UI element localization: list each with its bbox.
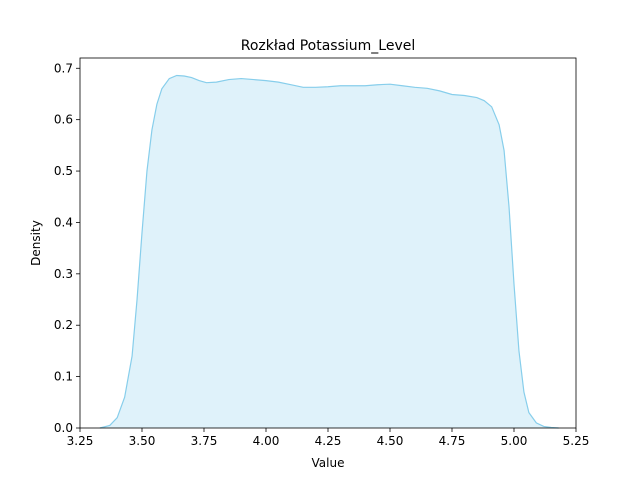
x-tick-label: 3.75 [191,434,218,448]
y-tick-label: 0.0 [54,421,73,435]
x-tick-label: 4.25 [315,434,342,448]
density-line [99,74,559,429]
x-axis-label: Value [312,456,345,470]
y-tick-label: 0.6 [54,113,73,127]
x-tick-label: 5.25 [563,434,590,448]
density-fill [99,75,559,428]
x-tick-label: 4.00 [253,434,280,448]
y-tick-label: 0.1 [54,370,73,384]
x-tick-label: 4.50 [377,434,404,448]
x-tick-label: 3.50 [129,434,156,448]
y-tick-label: 0.5 [54,164,73,178]
y-axis: 0.0 0.1 0.2 0.3 0.4 0.5 0.6 0.7 [54,61,80,435]
y-tick-label: 0.3 [54,267,73,281]
y-tick-label: 0.2 [54,318,73,332]
x-tick-label: 4.75 [439,434,466,448]
y-tick-label: 0.7 [54,61,73,75]
y-tick-label: 0.4 [54,215,73,229]
x-tick-label: 3.25 [67,434,94,448]
x-tick-label: 5.00 [501,434,528,448]
x-axis: 3.25 3.50 3.75 4.00 4.25 4.50 4.75 5.00 5.25 [67,428,590,448]
plot-area [99,74,559,429]
chart-title: Rozkład Potassium_Level [241,38,416,54]
y-axis-label: Density [29,220,43,266]
